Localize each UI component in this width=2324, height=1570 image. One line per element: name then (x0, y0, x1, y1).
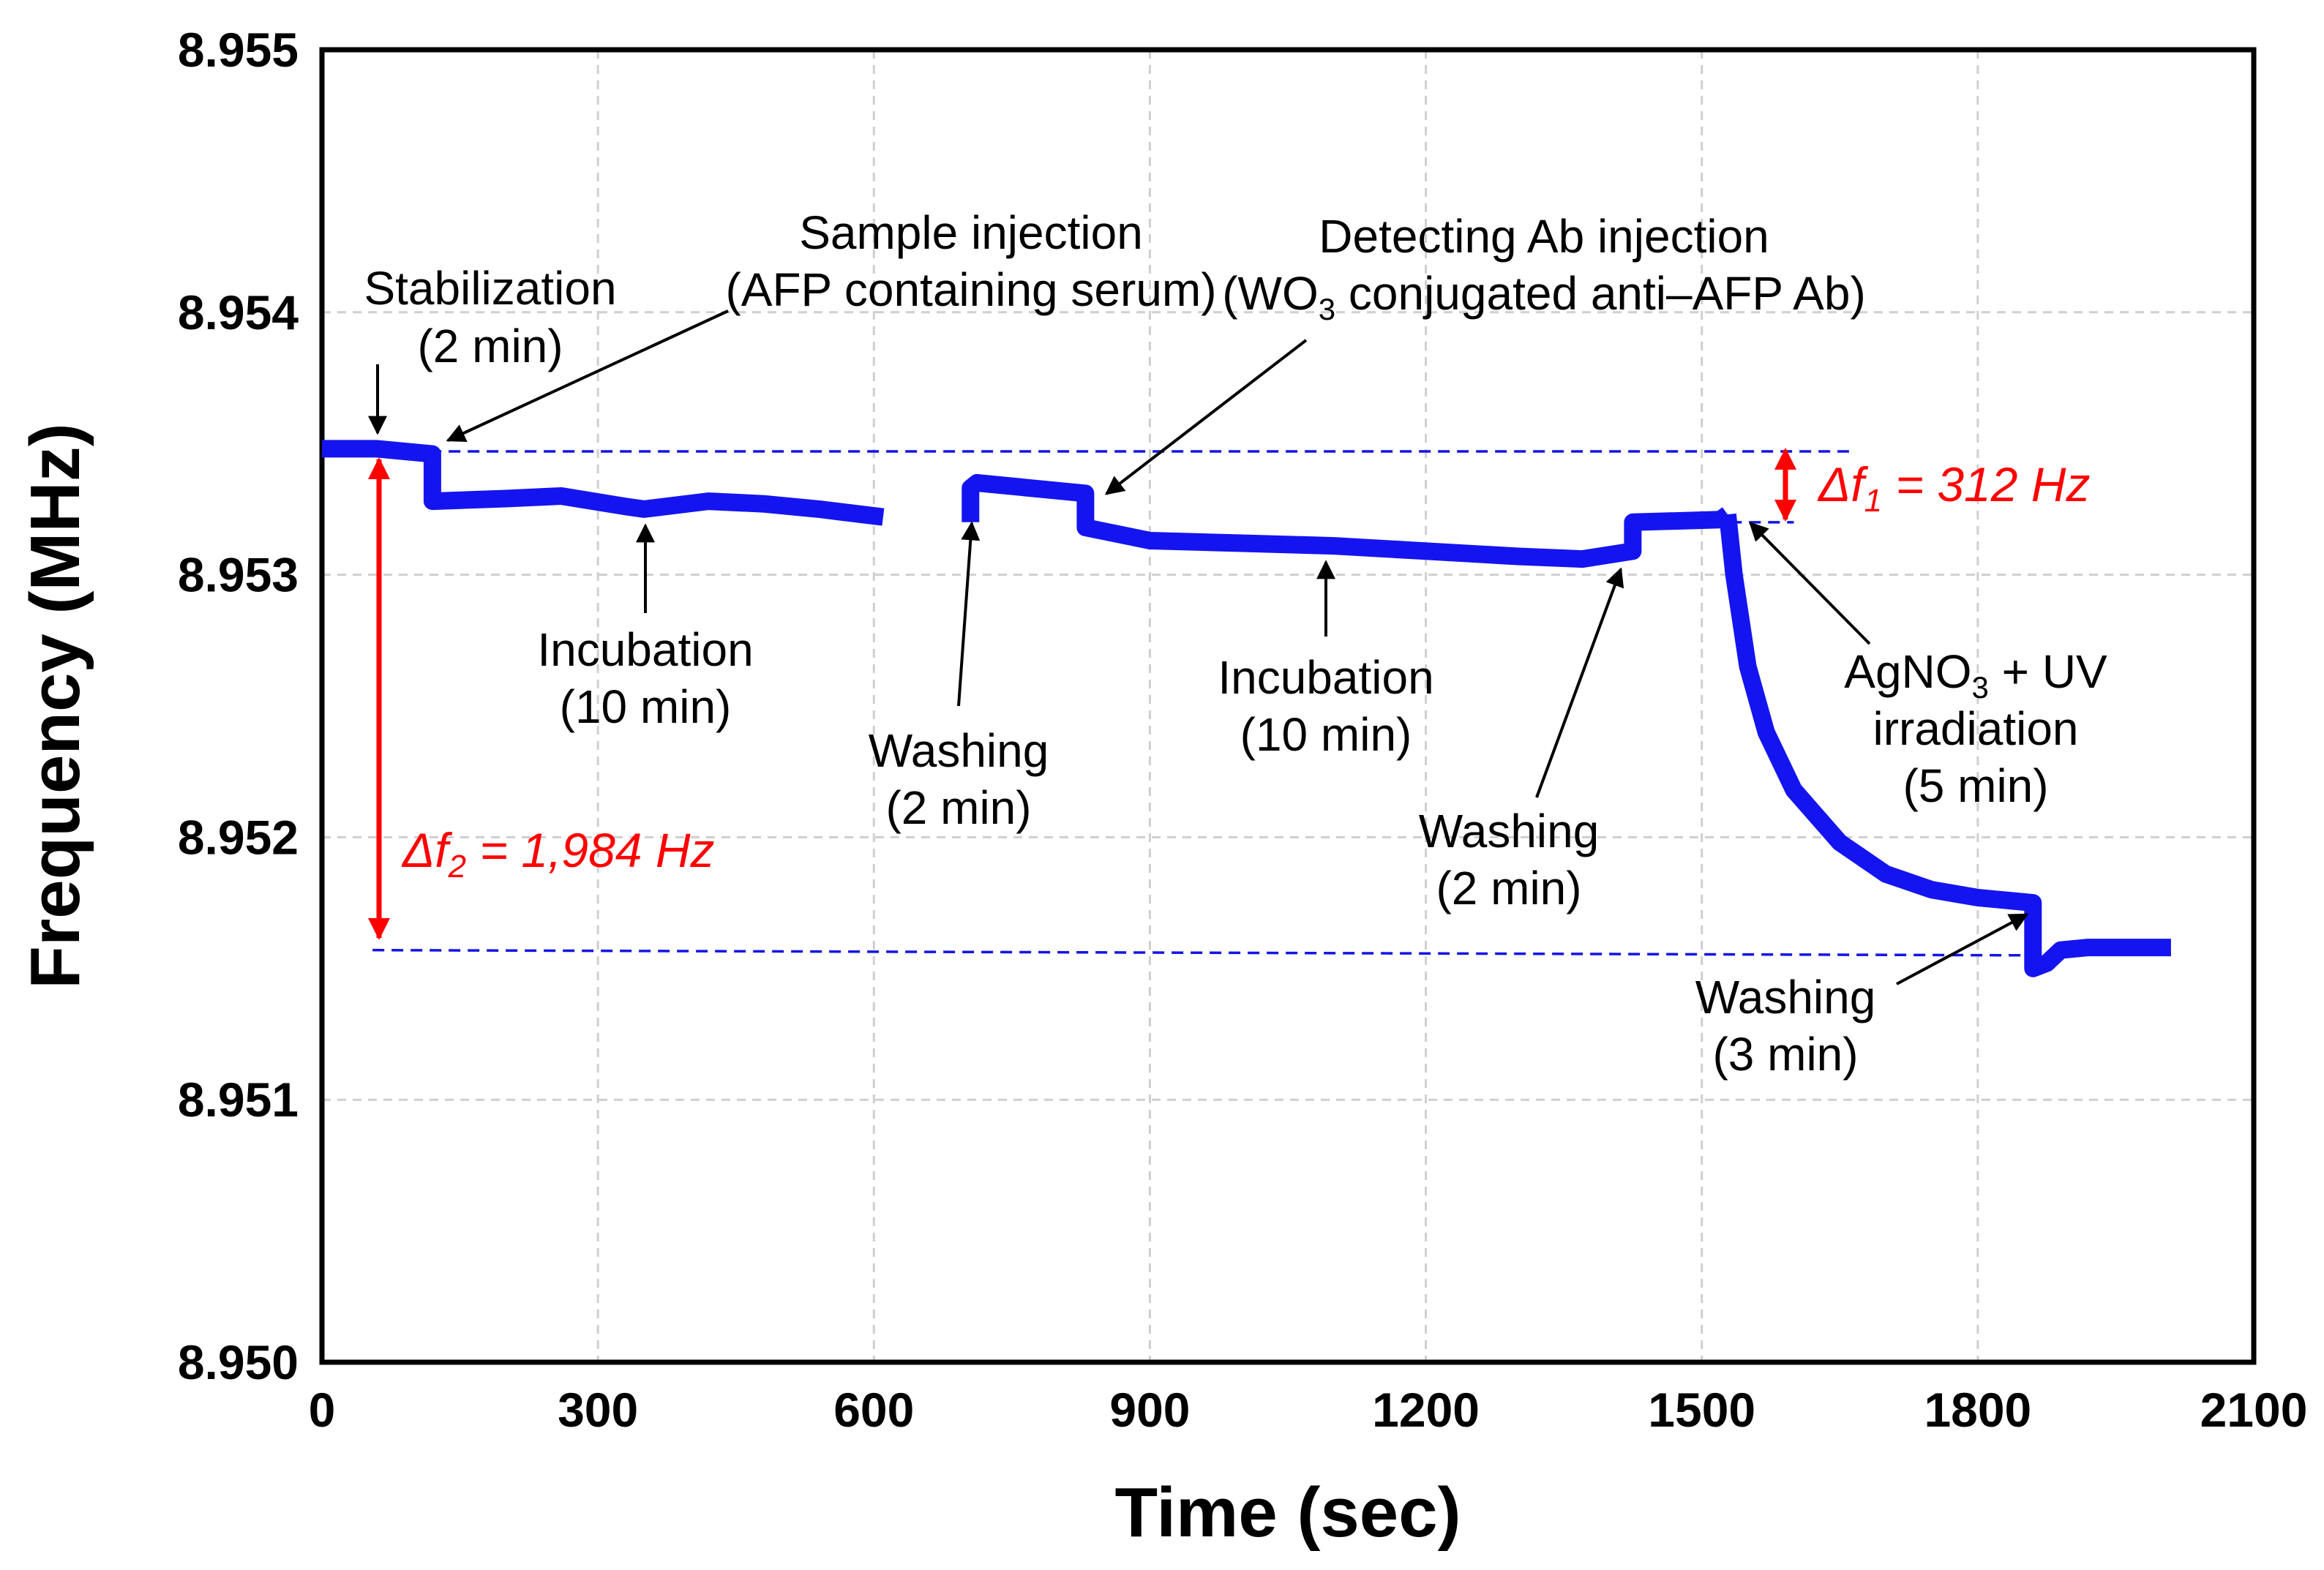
washing-1-duration: (2 min) (885, 781, 1031, 834)
delta-f1-label: Δf1 = 312 Hz (1817, 457, 2090, 519)
x-tick-label: 600 (833, 1383, 914, 1437)
washing-3-duration: (3 min) (1712, 1028, 1858, 1081)
series-line-washing-and-detecting-ab-incubation (962, 474, 1733, 568)
washing-2-arrow (1535, 567, 1624, 798)
washing-1-arrow (957, 521, 981, 707)
detecting-injection-arrow (1104, 339, 1308, 495)
x-tick-labels: 0 300 600 900 1200 1500 1800 2100 (309, 1383, 2308, 1437)
stabilization-label: Stabilization (364, 262, 616, 315)
detecting-injection-detail: (WO3 conjugated anti–AFP Ab) (1222, 267, 1866, 326)
y-tick-labels: 8.950 8.951 8.952 8.953 8.954 8.955 (178, 23, 299, 1389)
x-tick-label: 900 (1109, 1383, 1190, 1437)
y-axis-title: Frequency (MHz) (16, 423, 94, 988)
x-tick-label: 0 (309, 1383, 336, 1437)
agno3-arrow (1749, 522, 1871, 645)
incubation-2-label: Incubation (1218, 651, 1433, 704)
y-tick-label: 8.953 (178, 548, 299, 602)
annotation-arrows (368, 309, 2029, 985)
washing-1-label: Washing (869, 724, 1049, 777)
incubation-1-label: Incubation (537, 623, 753, 676)
reference-dashed-line (372, 948, 2034, 957)
y-tick-label: 8.955 (178, 23, 299, 77)
sample-injection-label: Sample injection (799, 206, 1143, 259)
stabilization-duration: (2 min) (417, 320, 563, 372)
sample-injection-arrow (446, 309, 729, 442)
washing-2-label: Washing (1419, 805, 1600, 857)
x-tick-label: 1500 (1648, 1383, 1755, 1437)
agno3-irradiation-label: irradiation (1873, 702, 2078, 755)
delta-f2-label: Δf2 = 1,984 Hz (401, 823, 715, 884)
washing-3-label: Washing (1695, 971, 1876, 1023)
series-line-stabilization-and-sample-incubation (322, 440, 885, 526)
incubation-1-duration: (10 min) (560, 680, 732, 733)
washing-3-arrow (1896, 913, 2029, 985)
x-tick-label: 1200 (1372, 1383, 1480, 1437)
agno3-duration: (5 min) (1903, 759, 2048, 812)
x-axis-title: Time (sec) (1114, 1473, 1461, 1552)
y-tick-label: 8.954 (178, 285, 299, 339)
x-tick-label: 300 (558, 1383, 638, 1437)
agno3-label: AgNO3 + UV (1844, 645, 2107, 705)
sample-injection-detail: (AFP containing serum) (725, 263, 1216, 316)
y-tick-label: 8.951 (178, 1073, 299, 1127)
washing-2-duration: (2 min) (1436, 862, 1581, 914)
detecting-injection-label: Detecting Ab injection (1319, 210, 1769, 263)
gridlines (322, 50, 2254, 1362)
plot-area-frame (319, 47, 2257, 1365)
data-series (322, 440, 2171, 977)
y-tick-label: 8.950 (178, 1335, 299, 1389)
series-line-silver-enhancement-and-washing (1718, 513, 2171, 977)
y-tick-label: 8.952 (178, 810, 299, 864)
incubation-2-duration: (10 min) (1240, 708, 1412, 761)
x-tick-label: 2100 (2200, 1383, 2308, 1437)
x-tick-label: 1800 (1924, 1383, 2031, 1437)
